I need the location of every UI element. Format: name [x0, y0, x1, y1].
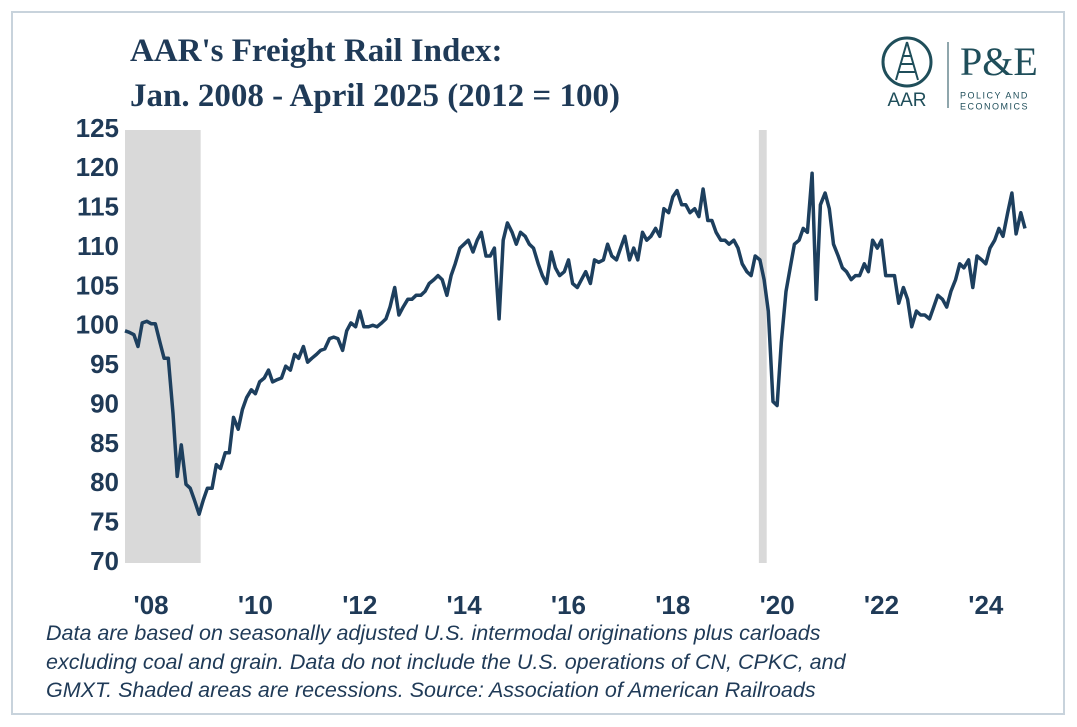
x-tick-label: '24: [968, 590, 1004, 620]
x-tick-label: '16: [551, 590, 586, 620]
plot-area: 70 75 80 85 90 95 100 105 110 115 120 125 '08 '10 '12 '…: [76, 113, 1027, 620]
x-tick-label: '10: [238, 590, 273, 620]
logo-icon: [895, 41, 919, 81]
logo-text: AAR: [887, 90, 926, 111]
logo-text: P&E: [960, 39, 1038, 84]
logo-tagline: POLICY AND: [960, 90, 1029, 100]
y-tick-label: 100: [76, 310, 119, 340]
footnote: Data are based on seasonally adjusted U.…: [46, 621, 821, 645]
y-tick-label: 75: [90, 507, 119, 537]
x-tick-label: '14: [447, 590, 483, 620]
y-tick-label: 125: [76, 113, 119, 143]
y-tick-label: 105: [76, 270, 119, 300]
x-tick-label: '18: [655, 590, 690, 620]
y-tick-label: 80: [90, 467, 119, 497]
y-tick-label: 120: [76, 152, 119, 182]
chart-title: Jan. 2008 - April 2025 (2012 = 100): [130, 78, 620, 114]
logo: AAR P&E POLICY AND ECONOMICS: [881, 36, 1038, 111]
footnote: GMXT. Shaded areas are recessions. Sourc…: [46, 678, 816, 702]
logo-tagline: ECONOMICS: [960, 101, 1029, 111]
x-tick-label: '22: [864, 590, 899, 620]
y-tick-label: 115: [77, 192, 119, 222]
y-tick-label: 70: [90, 546, 119, 576]
footnote: excluding coal and grain. Data do not in…: [46, 650, 847, 674]
y-tick-label: 110: [77, 231, 119, 261]
x-tick-label: '08: [134, 590, 169, 620]
x-tick-label: '12: [342, 590, 377, 620]
y-tick-label: 90: [90, 388, 119, 418]
recession-band: [758, 130, 767, 563]
data-line: [124, 171, 1027, 516]
logo-ring: [881, 36, 933, 88]
y-tick-label: 85: [90, 428, 119, 458]
x-tick-label: '20: [760, 590, 795, 620]
chart-title: AAR's Freight Rail Index:: [130, 33, 502, 69]
y-tick-label: 95: [90, 349, 119, 379]
